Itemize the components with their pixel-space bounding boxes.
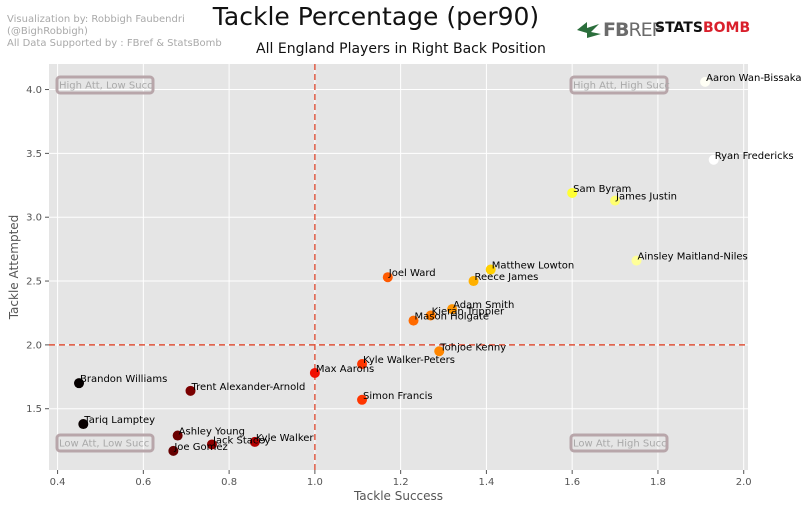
y-tick-label: 3.5 [26, 149, 42, 160]
x-tick-label: 1.2 [393, 477, 409, 488]
data-point-label: Adam Smith [453, 300, 514, 311]
x-tick-label: 1.0 [307, 477, 323, 488]
grid-lines [49, 64, 748, 470]
quadrant-label-bottom-left: Low Att, Low Succ [59, 439, 149, 450]
credit-data-source: All Data Supported by : FBref & StatsBom… [7, 38, 222, 49]
data-point [206, 439, 217, 450]
data-point-label: Joel Ward [388, 268, 436, 279]
data-point-label: Mason Holgate [415, 312, 490, 323]
data-point [700, 76, 711, 87]
x-axis-label: Tackle Success [353, 489, 443, 503]
data-point-label: James Justin [615, 192, 677, 203]
data-point-label: Simon Francis [363, 391, 433, 402]
data-point [78, 419, 89, 430]
quadrant-labels: High Att, Low Succ High Att, High Succ Low… [55, 75, 670, 453]
data-point-label: Aaron Wan-Bissaka [706, 73, 801, 84]
quadrant-box-bottom-right [569, 433, 669, 453]
data-point [309, 367, 320, 378]
data-point [168, 445, 179, 456]
data-point [485, 264, 496, 275]
credit-handle: (@BighRobbigh) [7, 26, 88, 37]
data-point-label: Tohjoe Kenny [439, 342, 506, 353]
data-point [447, 304, 458, 315]
data-point-label: Sam Byram [573, 184, 631, 195]
data-point-label: Ashley Young [179, 427, 245, 438]
statsbomb-logo: STATSBOMB [655, 20, 750, 36]
statsbomb-logo-bomb: BOMB [702, 20, 751, 36]
y-tick-label: 2.5 [26, 277, 42, 288]
data-point [185, 385, 196, 396]
data-point [357, 394, 368, 405]
y-tick-label: 1.5 [26, 404, 42, 415]
point-labels: Aaron Wan-Bissaka Ryan Fredericks Sam Byra… [80, 73, 801, 453]
y-axis-label: Tackle Attempted [7, 215, 21, 321]
data-point [468, 276, 479, 287]
chart-title: Tackle Percentage (per90) [212, 2, 540, 31]
data-point [357, 359, 368, 370]
data-point-label: Tariq Lamptey [83, 415, 155, 426]
axis-ticks: 0.4 0.6 0.8 1.0 1.2 1.4 1.6 1.8 2.0 1.5 2.0 2.5 3.0 3… [26, 85, 752, 488]
quadrant-box-bottom-left [55, 433, 155, 453]
data-point-label: Joe Gomez [173, 442, 227, 453]
statsbomb-logo-stats: STATS [655, 20, 703, 36]
data-point [172, 430, 183, 441]
data-point-label: Brandon Williams [80, 374, 167, 385]
x-tick-label: 1.6 [564, 477, 580, 488]
data-point-label: Matthew Lowton [492, 261, 575, 272]
data-point [382, 272, 393, 283]
chart-subtitle: All England Players in Right Back Positi… [256, 41, 546, 57]
quadrant-box-top-right [569, 75, 669, 95]
y-tick-label: 3.0 [26, 213, 42, 224]
x-tick-label: 1.4 [478, 477, 494, 488]
quadrant-box-top-left [55, 75, 155, 95]
data-point [249, 436, 260, 447]
data-point [408, 315, 419, 326]
credit-author: Visualization by: Robbigh Faubendri [7, 14, 185, 25]
x-tick-label: 0.6 [135, 477, 151, 488]
data-point-label: Kieran Trippier [432, 307, 505, 318]
data-point-label: Reece James [475, 272, 539, 283]
data-point [434, 346, 445, 357]
x-tick-label: 0.8 [221, 477, 237, 488]
y-tick-label: 2.0 [26, 340, 42, 351]
plot-background [49, 64, 748, 470]
fbref-logo-ref: REF [628, 19, 662, 41]
x-tick-label: 1.8 [650, 477, 666, 488]
data-point-label: Kyle Walker-Peters [363, 355, 455, 366]
x-tick-label: 0.4 [50, 477, 66, 488]
reference-lines [49, 64, 748, 470]
fbref-logo-fb: FB [603, 19, 629, 41]
data-point [425, 310, 436, 321]
y-tick-label: 4.0 [26, 85, 42, 96]
data-point-label: Kyle Walker [256, 433, 315, 444]
data-points [74, 76, 719, 456]
fbref-leaf-icon [577, 22, 601, 38]
data-point [74, 378, 85, 389]
data-point-label: Ryan Fredericks [715, 151, 794, 162]
data-point [567, 187, 578, 198]
data-point-label: Ainsley Maitland-Niles [638, 252, 748, 263]
fbref-logo: FB REF [575, 18, 663, 42]
quadrant-label-top-left: High Att, Low Succ [59, 81, 153, 92]
quadrant-label-top-right: High Att, High Succ [573, 81, 670, 92]
x-tick-label: 2.0 [736, 477, 752, 488]
data-point-label: Trent Alexander-Arnold [191, 382, 306, 393]
data-point [631, 255, 642, 266]
quadrant-label-bottom-right: Low Att, High Succ [573, 439, 667, 450]
data-point [708, 154, 719, 165]
data-point-label: Max Aarons [316, 364, 374, 375]
data-point [610, 195, 621, 206]
data-point-label: Jack Stacey [212, 435, 271, 446]
